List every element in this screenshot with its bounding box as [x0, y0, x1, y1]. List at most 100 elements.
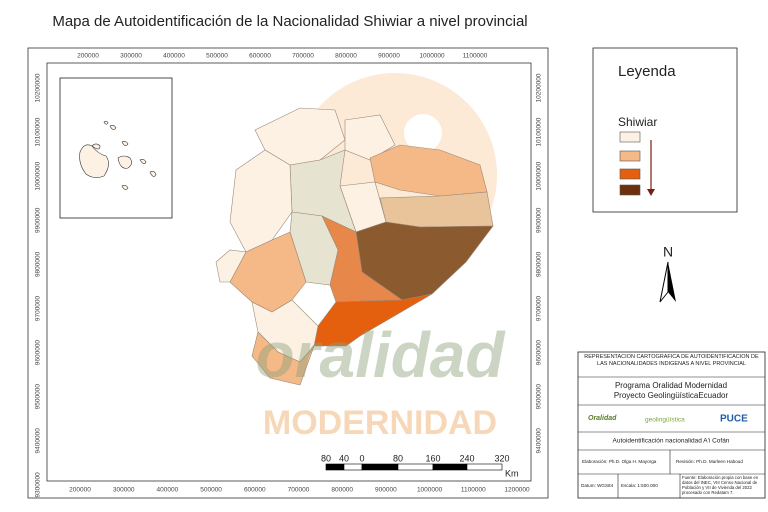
logo-oralidad: Oralidad [588, 415, 617, 422]
map-title: Mapa de Autoidentificación de la Naciona… [52, 13, 527, 30]
legend-layer: Shiwiar [618, 115, 657, 129]
heading: REPRESENTACION CARTOGRAFICA DE AUTOIDENT… [584, 354, 759, 367]
island [79, 144, 109, 178]
island [117, 155, 132, 169]
grid-label-left: 9600000 [35, 340, 42, 366]
title-block-frame [577, 351, 766, 499]
province [251, 331, 315, 386]
province [379, 191, 494, 228]
island [121, 141, 129, 146]
inset-frame [59, 77, 173, 219]
author: Elaboración: Ph.D. Olga H. Mayorga [582, 459, 657, 464]
grid-label-bottom: 1100000 [461, 487, 486, 494]
title-block: REPRESENTACION CARTOGRAFICA DE AUTOIDENT… [577, 351, 766, 499]
grid-label-left: 10200000 [35, 73, 42, 102]
island [91, 143, 101, 150]
scale-label: 160 [425, 453, 440, 463]
grid-label-top: 300000 [120, 53, 142, 60]
grid-label-left: 9300000 [35, 472, 42, 498]
grid-label-top: 1100000 [463, 53, 488, 60]
grid-label-right: 9800000 [536, 251, 543, 277]
grid-labels: 200000 300000 400000 500000 600000 700000 8000… [35, 53, 543, 498]
island [139, 159, 147, 164]
scale-label: 0 [359, 453, 364, 463]
scale-unit: Km [505, 468, 519, 478]
grid-label-bottom: 600000 [244, 487, 266, 494]
scale-segment [361, 463, 399, 471]
grid-label-top: 900000 [378, 53, 400, 60]
legend-swatch [619, 131, 641, 143]
north-arrow: N [659, 244, 676, 303]
province [229, 149, 293, 253]
scale-label: 40 [339, 453, 349, 463]
grid-label-right: 9600000 [536, 340, 543, 366]
grid-label-right: 9700000 [536, 295, 543, 321]
legend-swatch [619, 150, 641, 162]
grid-label-top: 400000 [163, 53, 185, 60]
grid-label-bottom: 200000 [69, 487, 91, 494]
scale-segment [325, 463, 345, 471]
map-neatline [46, 62, 532, 482]
grid-label-bottom: 800000 [331, 487, 353, 494]
grid-label-right: 10000000 [536, 161, 543, 190]
grid-label-left: 10100000 [35, 117, 42, 146]
scale-segment [466, 463, 503, 471]
logo-puce: PUCE [720, 414, 748, 425]
grid-label-left: 9900000 [35, 207, 42, 233]
scale-bar: 80 40 0 80 160 240 320 Km [321, 453, 519, 478]
heading-box: REPRESENTACION CARTOGRAFICA DE AUTOIDENT… [584, 354, 759, 367]
legend-title: Leyenda [618, 63, 676, 80]
grid-label-bottom: 500000 [200, 487, 222, 494]
scale-segment [397, 463, 434, 471]
source-box: Fuente: Elaboración propia con base en d… [682, 475, 759, 495]
grid-label-right: 10100000 [536, 117, 543, 146]
grid-label-left: 9500000 [35, 384, 42, 410]
grid-label-top: 600000 [249, 53, 271, 60]
legend: Leyenda Shiwiar [592, 47, 738, 213]
grid-label-right: 9900000 [536, 207, 543, 233]
legend-arrow-head [647, 189, 655, 196]
scale-label: 240 [459, 453, 474, 463]
island [149, 171, 157, 177]
north-left [659, 261, 669, 303]
north-right [668, 262, 676, 302]
scale-label: 80 [393, 453, 403, 463]
watermark-text: oralidad MODERNIDAD [256, 319, 507, 442]
grid-label-top: 500000 [206, 53, 228, 60]
subject: Autoidentificación nacionalidad A'i Cofá… [613, 438, 730, 445]
island [109, 125, 117, 130]
legend-swatch [619, 168, 641, 180]
scale-label: 80 [321, 453, 331, 463]
grid-label-right: 9400000 [536, 428, 543, 454]
grid-label-bottom: 1200000 [504, 487, 530, 494]
scale-text: Escala: 1:500.000 [621, 483, 658, 488]
grid-label-bottom: 300000 [113, 487, 135, 494]
north-label: N [663, 244, 673, 260]
review: Revisión: Ph.D. Marleen Haboud [676, 459, 743, 464]
grid-label-bottom: 900000 [375, 487, 397, 494]
program: Programa Oralidad Modernidad [615, 381, 727, 390]
province [215, 249, 247, 283]
legend-frame [592, 47, 738, 213]
island [121, 185, 129, 190]
watermark-line1: oralidad [256, 319, 507, 391]
grid-label-top: 700000 [292, 53, 314, 60]
island [103, 120, 109, 125]
legend-swatch [619, 184, 641, 196]
scale-segment [432, 463, 468, 471]
grid-label-top: 200000 [77, 53, 99, 60]
grid-label-bottom: 1000000 [417, 487, 443, 494]
grid-label-left: 9400000 [35, 428, 42, 454]
provinces [215, 107, 494, 386]
grid-label-right: 10200000 [536, 73, 543, 102]
datum: Datum: WGS84 [581, 483, 614, 488]
scale-segment [343, 463, 363, 471]
project: Proyecto GeolingüísticaEcuador [614, 391, 729, 400]
scale-label: 320 [494, 453, 509, 463]
source: Fuente: Elaboración propia con base en d… [682, 475, 759, 495]
grid-label-right: 9500000 [536, 384, 543, 410]
grid-label-top: 800000 [335, 53, 357, 60]
grid-label-top: 1000000 [419, 53, 445, 60]
map-frame [27, 47, 549, 499]
grid-label-bottom: 700000 [288, 487, 310, 494]
